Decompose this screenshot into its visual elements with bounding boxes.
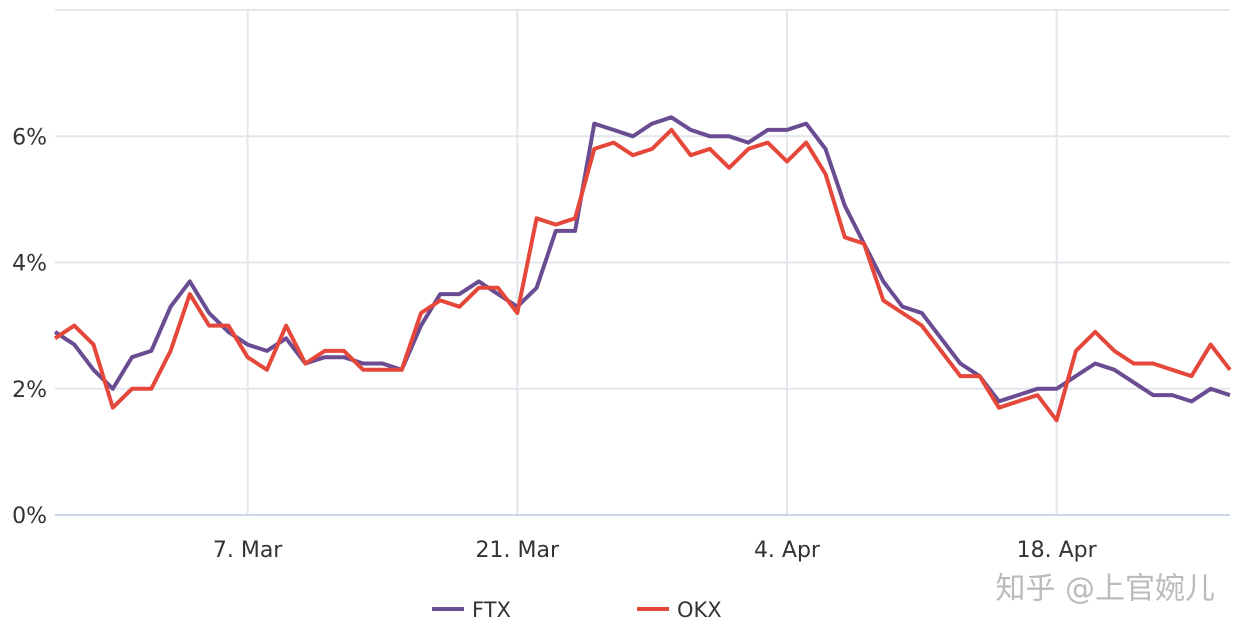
watermark: 知乎 @上官婉儿 (995, 572, 1215, 607)
legend-item[interactable]: OKX (637, 598, 722, 622)
x-tick-label: 7. Mar (213, 538, 283, 563)
series-line (53, 127, 1232, 423)
x-tick-label: 18. Apr (1017, 538, 1098, 563)
legend-item[interactable]: FTX (432, 598, 511, 622)
y-tick-label: 0% (12, 504, 47, 529)
y-tick-label: 6% (12, 125, 47, 150)
y-tick-label: 2% (12, 378, 47, 403)
x-tick-label: 21. Mar (476, 538, 560, 563)
series-line (53, 115, 1231, 404)
legend-label: FTX (472, 598, 511, 622)
legend-label: OKX (677, 598, 722, 622)
y-tick-label: 4% (12, 252, 47, 277)
x-tick-label: 4. Apr (754, 538, 821, 563)
